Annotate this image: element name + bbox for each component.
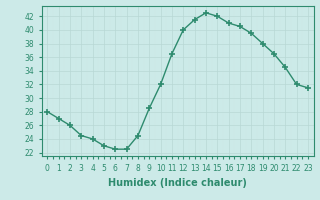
X-axis label: Humidex (Indice chaleur): Humidex (Indice chaleur) [108, 178, 247, 188]
